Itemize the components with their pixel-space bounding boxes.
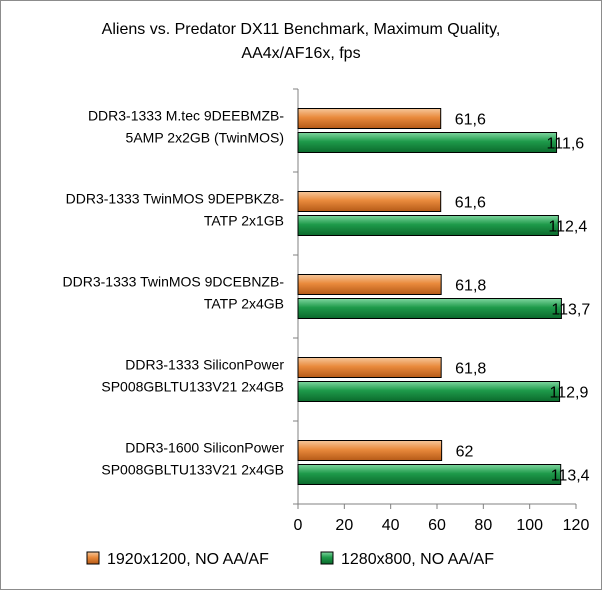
bar-series-1 <box>297 108 442 129</box>
chart-legend: 1920x1200, NO AA/AF 1280x800, NO AA/AF <box>86 551 494 568</box>
bar-series-2 <box>297 381 561 402</box>
category-label: DDR3-1600 SiliconPower <box>125 440 284 456</box>
x-tick-label: 80 <box>474 517 492 534</box>
bar-series-2 <box>297 298 562 319</box>
category-label: TATP 2x4GB <box>204 296 284 312</box>
data-label: 111,6 <box>547 136 585 153</box>
category-label: 5AMP 2x2GB (TwinMOS) <box>126 130 284 146</box>
category-label: SP008GBLTU133V21 2x4GB <box>101 379 284 395</box>
category-label: DDR3-1333 SiliconPower <box>125 357 284 373</box>
x-tick-label: 40 <box>382 517 400 534</box>
bar-series-2 <box>297 215 559 236</box>
category-label: DDR3-1333 TwinMOS 9DCEBNZB- <box>63 274 285 290</box>
x-tick-label: 100 <box>516 517 543 534</box>
chart-title: Aliens vs. Predator DX11 Benchmark, Maxi… <box>102 21 501 62</box>
data-label: 61,8 <box>455 361 486 378</box>
data-label: 62 <box>456 444 474 461</box>
data-label: 112,4 <box>548 219 587 236</box>
chart-axes: 0 20 40 60 80 100 120 <box>293 88 590 534</box>
bar-series-2 <box>297 132 558 153</box>
legend-swatch <box>320 551 334 565</box>
category-label: DDR3-1333 TwinMOS 9DEPBKZ8- <box>66 191 285 207</box>
category-label: TATP 2x1GB <box>204 213 284 229</box>
x-tick-label: 60 <box>428 517 446 534</box>
category-label: DDR3-1333 M.tec 9DEEBMZB- <box>88 108 284 124</box>
x-tick-label: 20 <box>335 517 353 534</box>
x-tick-label: 0 <box>294 517 303 534</box>
chart-labels: DDR3-1333 M.tec 9DEEBMZB- 5AMP 2x2GB (Twi… <box>63 108 591 485</box>
bar-series-1 <box>297 440 443 461</box>
data-label: 61,8 <box>455 278 486 295</box>
chart-title-line: AA4x/AF16x, fps <box>241 45 360 62</box>
chart-title-line: Aliens vs. Predator DX11 Benchmark, Maxi… <box>102 21 501 38</box>
bar-series-1 <box>297 274 442 295</box>
legend-swatch <box>86 551 100 565</box>
bar-series-1 <box>297 357 442 378</box>
data-label: 113,7 <box>551 302 590 319</box>
bar-series-1 <box>297 191 442 212</box>
x-tick-label: 120 <box>563 517 590 534</box>
legend-label: 1920x1200, NO AA/AF <box>107 551 269 568</box>
chart-bars <box>297 108 562 485</box>
data-label: 61,6 <box>455 112 486 129</box>
bar-series-2 <box>297 464 562 485</box>
category-label: SP008GBLTU133V21 2x4GB <box>101 462 284 478</box>
data-label: 113,4 <box>551 468 590 485</box>
legend-label: 1280x800, NO AA/AF <box>341 551 494 568</box>
data-label: 112,9 <box>550 385 589 402</box>
data-label: 61,6 <box>455 195 486 212</box>
